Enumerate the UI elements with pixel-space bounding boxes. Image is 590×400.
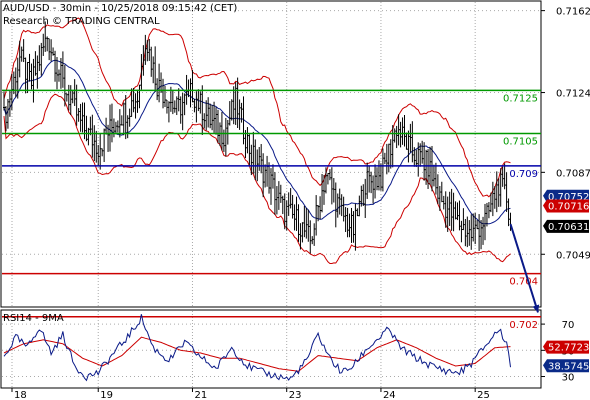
time-tick-label: 24 <box>383 390 396 400</box>
rsi-ma-line <box>3 336 511 372</box>
moving-average-line <box>3 59 511 225</box>
moving-average <box>3 59 511 225</box>
rsi-line <box>3 314 511 382</box>
price-tick-label: 0.7162 <box>556 7 590 18</box>
level-label: 0.7105 <box>503 137 538 148</box>
time-tick-label: 18 <box>14 390 27 400</box>
candlesticks <box>3 21 512 254</box>
forecast-arrow-shaft <box>509 223 539 313</box>
time-tick-label: 23 <box>289 390 302 400</box>
time-tick-label: 19 <box>100 390 113 400</box>
price-tag-label: 0.70631 <box>548 222 589 233</box>
rsi-value-tag-label: 52.7723 <box>548 343 589 354</box>
support-resistance-levels: 0.7125 0.7105 0.709 0.704 0.702 <box>2 89 541 331</box>
price-pane-frame <box>0 0 542 308</box>
rsi-title: RSI14 - 9MA <box>3 313 64 324</box>
price-tag-label: 0.70716 <box>548 202 589 213</box>
time-tick-label: 25 <box>477 390 490 400</box>
level-label: 0.702 <box>509 320 538 331</box>
price-tag-box <box>543 219 589 233</box>
rsi-tick-label: 70 <box>562 320 575 331</box>
price-tick-label: 0.7087 <box>556 168 590 179</box>
chart-header-source: Research © TRADING CENTRAL <box>3 16 160 27</box>
rsi-value-tag-box <box>543 340 589 354</box>
rsi-value-tag-box <box>543 359 589 373</box>
forecast-arrow <box>509 223 540 313</box>
rsi-tick-label: 30 <box>562 373 575 384</box>
price-tick-label: 0.7049 <box>556 250 590 261</box>
level-label: 0.704 <box>509 277 538 288</box>
level-label: 0.709 <box>509 169 538 180</box>
price-tick-label: 0.7124 <box>556 89 590 100</box>
chart-header-title: AUD/USD - 30min - 10/25/2018 09:15:42 (C… <box>3 3 237 14</box>
price-axis: 0.7162 0.7124 0.7087 0.7049 <box>541 7 590 261</box>
price-tag-label: 0.70752 <box>548 192 589 203</box>
price-tag-box <box>543 189 589 203</box>
time-tick-label: 21 <box>194 390 207 400</box>
price-tag-box <box>543 199 589 213</box>
bollinger-upper-band <box>3 17 511 198</box>
level-label: 0.7125 <box>503 93 538 104</box>
forecast-arrow-head <box>532 304 540 313</box>
rsi-pane-frame <box>0 309 542 389</box>
time-axis: 18 19 21 23 24 25 <box>11 388 490 400</box>
rsi-value-tag-label: 38.5745 <box>548 361 589 372</box>
